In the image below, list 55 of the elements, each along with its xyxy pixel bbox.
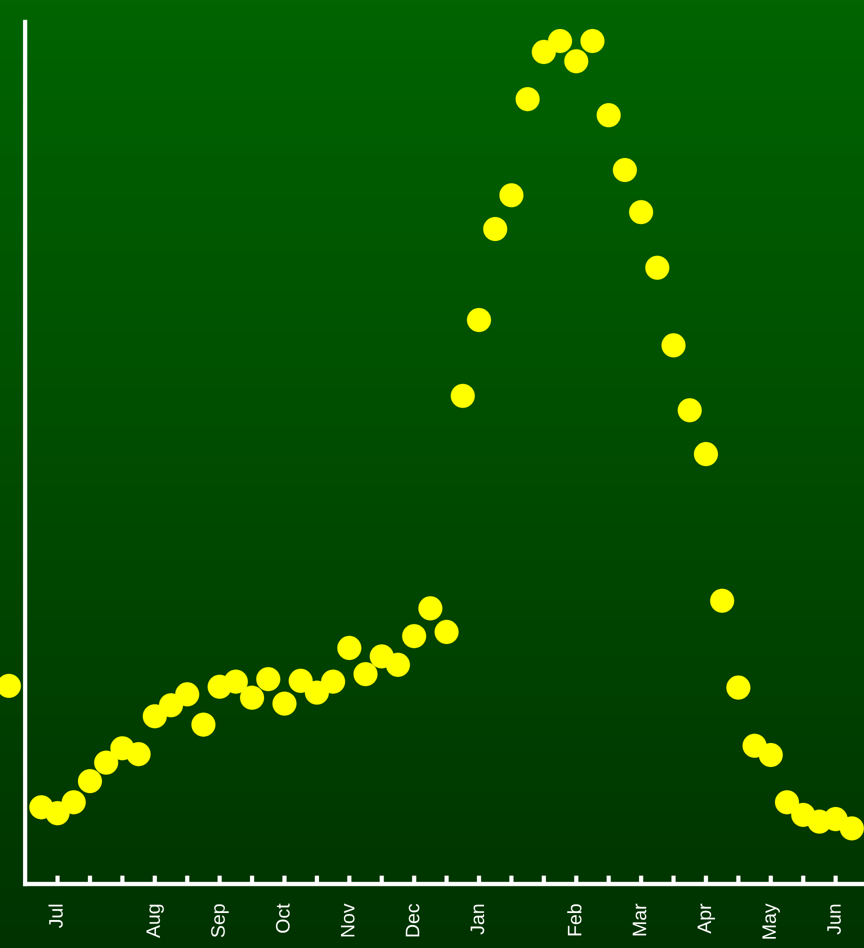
point [678, 398, 702, 422]
point [354, 662, 378, 686]
point [142, 704, 167, 728]
point [175, 682, 200, 706]
point [240, 686, 264, 710]
point [645, 256, 670, 280]
point [548, 28, 572, 54]
point [629, 200, 654, 224]
point [662, 333, 686, 358]
point [337, 636, 362, 660]
point [694, 442, 718, 466]
point [321, 670, 346, 694]
point [499, 183, 524, 208]
x-tick-label: Jan [470, 904, 484, 934]
x-tick-label: Apr [698, 904, 716, 934]
point [564, 49, 588, 74]
point [580, 28, 605, 54]
point [483, 216, 508, 242]
point [46, 801, 70, 826]
x-tick-label: Nov [340, 904, 355, 936]
x-tick-label: Mar [632, 904, 646, 936]
x-tick-label: Dec [406, 904, 420, 936]
point [94, 750, 118, 775]
x-tick-label: Jul [48, 904, 63, 928]
x-tick-label: Sep [211, 904, 229, 938]
x-tick-label: Oct [276, 904, 290, 933]
point [612, 158, 637, 182]
point [62, 790, 86, 814]
point [288, 668, 313, 693]
point [126, 742, 151, 766]
point [434, 620, 459, 644]
x-tick-label: Aug [146, 904, 164, 938]
point [224, 670, 248, 694]
point [386, 652, 410, 677]
point [596, 103, 621, 128]
point [272, 692, 297, 716]
point [450, 384, 475, 408]
point [191, 712, 216, 737]
point [158, 693, 184, 718]
point [758, 742, 783, 768]
point [726, 676, 750, 700]
x-tick-label: May [762, 903, 780, 939]
point [516, 87, 540, 112]
point [532, 40, 556, 64]
point [304, 680, 329, 705]
point [402, 624, 426, 648]
point [710, 588, 734, 613]
x-tick-label: Jun [827, 904, 841, 934]
point [78, 769, 102, 794]
point [418, 596, 442, 620]
point [256, 667, 280, 692]
point [840, 816, 864, 840]
point [466, 308, 492, 332]
point [774, 790, 800, 814]
x-tick-label: Feb [567, 904, 582, 936]
